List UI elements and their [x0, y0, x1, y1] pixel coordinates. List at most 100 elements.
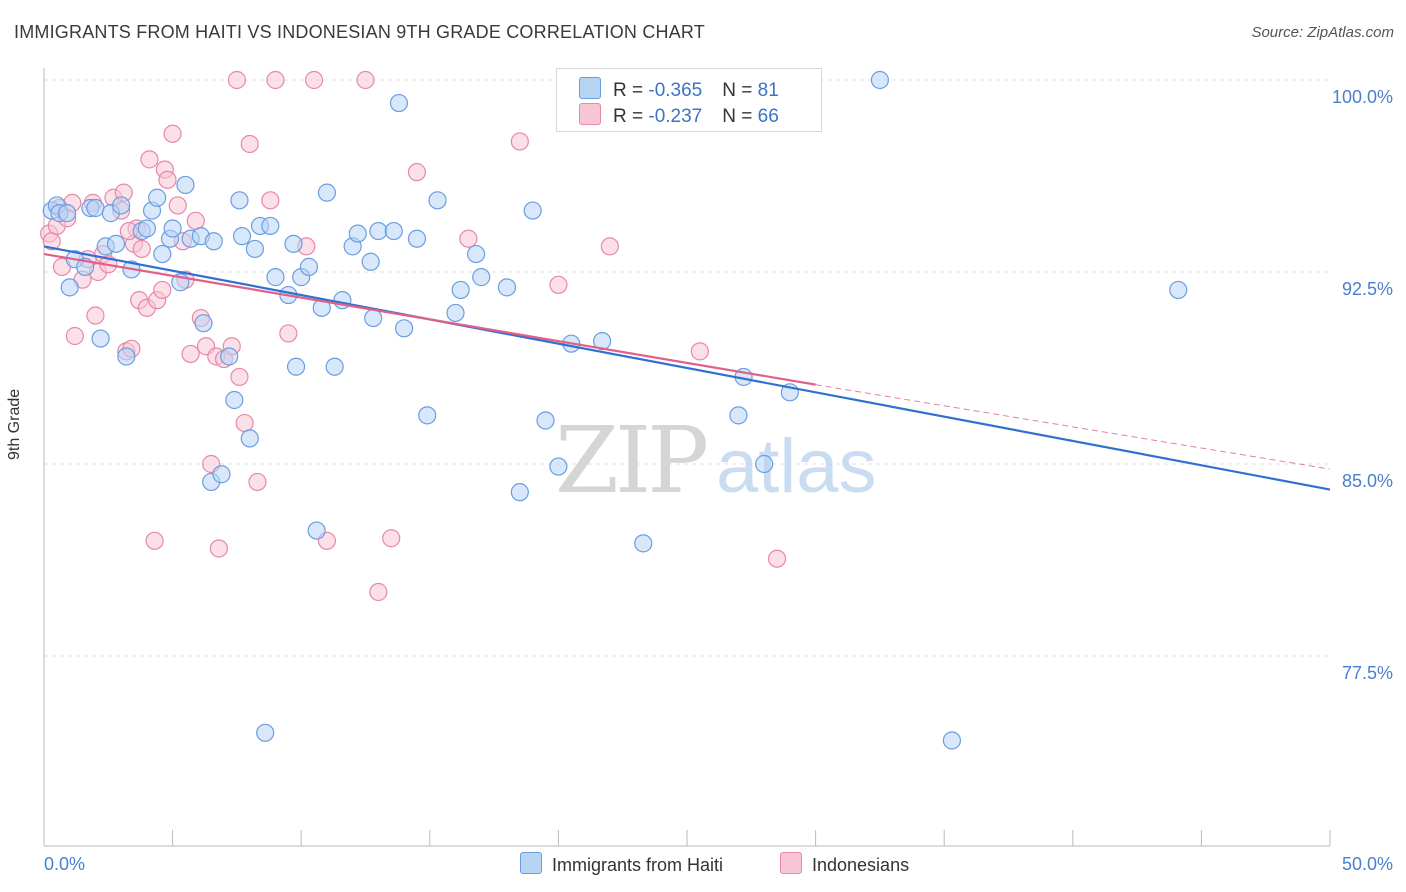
haiti-point	[466, 244, 486, 264]
haiti-point	[497, 278, 517, 297]
x-tick-label: 0.0%	[44, 854, 85, 874]
haiti-point	[325, 357, 344, 376]
haiti-point	[60, 278, 79, 297]
haiti-point	[369, 221, 388, 241]
haiti-point	[58, 204, 77, 223]
indonesians-trend-extension	[815, 384, 1331, 470]
haiti-point	[137, 219, 156, 238]
indonesians-point	[140, 150, 159, 169]
y-tick-label: 100.0%	[1332, 87, 1393, 107]
legend-label: Immigrants from Haiti	[552, 855, 724, 875]
haiti-point	[204, 232, 223, 251]
indonesians-point	[690, 342, 709, 361]
indonesians-point	[356, 70, 375, 90]
haiti-swatch	[520, 852, 542, 874]
haiti-point	[472, 268, 491, 287]
indonesians-point	[600, 237, 619, 256]
y-tick-label: 85.0%	[1342, 471, 1393, 491]
indonesians-point	[369, 582, 388, 602]
haiti-point	[91, 329, 110, 348]
indonesians-point	[153, 280, 172, 300]
haiti-point	[148, 188, 167, 207]
haiti-point	[428, 191, 447, 210]
haiti-point	[394, 319, 414, 338]
haiti-point	[117, 347, 136, 366]
indonesians-point	[230, 367, 249, 387]
indonesians-point	[510, 132, 529, 151]
series-legend: Immigrants from Haiti Indonesians	[0, 852, 1406, 876]
haiti-point	[729, 406, 748, 425]
legend-row-haiti: R = -0.365 N = 81	[579, 77, 779, 101]
indonesians-point	[86, 306, 105, 325]
haiti-point	[510, 483, 529, 502]
legend-r-label: R =	[613, 80, 649, 101]
haiti-point	[176, 175, 195, 195]
axes	[43, 68, 1331, 847]
haiti-point	[634, 534, 653, 553]
indonesians-points	[40, 70, 787, 602]
haiti-point	[364, 308, 383, 328]
haiti-point	[256, 723, 275, 742]
legend-r-value: -0.365	[648, 80, 703, 101]
haiti-point	[299, 257, 319, 276]
haiti-point	[389, 93, 409, 113]
indonesians-swatch	[780, 852, 802, 874]
legend-n-label: N =	[722, 80, 758, 101]
x-tick-label: 50.0%	[1342, 854, 1393, 874]
haiti-point	[230, 191, 249, 210]
indonesians-point	[145, 531, 164, 550]
haiti-point	[418, 406, 437, 425]
haiti-point	[194, 314, 213, 333]
haiti-point	[755, 454, 774, 474]
haiti-point	[220, 347, 239, 366]
y-tick-label: 92.5%	[1342, 279, 1393, 299]
haiti-point	[212, 465, 231, 484]
legend-r-label: R =	[613, 106, 649, 127]
indonesians-point	[235, 413, 254, 433]
haiti-point	[112, 196, 131, 215]
indonesians-point	[459, 229, 478, 248]
trend-lines	[43, 245, 1331, 491]
indonesians-point	[279, 324, 298, 343]
haiti-point	[240, 429, 259, 448]
haiti-point	[451, 280, 470, 300]
haiti-point	[870, 70, 890, 90]
watermark-zip: ZIP	[555, 407, 706, 514]
indonesians-point	[240, 134, 259, 154]
haiti-point	[317, 183, 337, 202]
y-tick-labels: 77.5% 85.0% 92.5% 100.0%	[1332, 87, 1393, 683]
legend-n-value: 81	[757, 80, 779, 101]
indonesians-point	[227, 70, 246, 90]
haiti-trend-line	[43, 245, 1331, 491]
haiti-point	[446, 303, 465, 323]
haiti-point	[286, 357, 306, 376]
legend-item-haiti: Immigrants from Haiti	[520, 852, 723, 876]
stats-legend: R = -0.365 N = 81 R = -0.237 N = 66	[556, 68, 822, 132]
legend-n-value: 66	[757, 106, 779, 127]
haiti-point	[232, 227, 252, 246]
watermark-atlas: atlas	[716, 424, 877, 509]
haiti-point	[942, 731, 962, 750]
indonesians-point	[248, 472, 267, 492]
indonesians-point	[266, 70, 285, 90]
haiti-point	[384, 221, 403, 241]
indonesians-point	[382, 529, 401, 548]
indonesians-point	[158, 170, 177, 189]
haiti-point	[307, 521, 326, 540]
indonesians-point	[549, 275, 568, 294]
haiti-point	[225, 390, 244, 410]
x-tick-labels: 0.0% 50.0%	[44, 854, 1393, 874]
indonesians-point	[209, 539, 228, 558]
legend-item-indonesians: Indonesians	[780, 852, 909, 876]
legend-label: Indonesians	[812, 855, 910, 875]
indonesians-point	[767, 549, 787, 568]
haiti-point	[1169, 280, 1188, 300]
haiti-point	[284, 234, 303, 253]
indonesians-point	[407, 163, 427, 182]
haiti-point	[153, 244, 172, 264]
haiti-point	[86, 198, 105, 218]
legend-r-value: -0.237	[648, 106, 703, 127]
haiti-point	[407, 229, 427, 248]
indonesians-trend-line	[43, 252, 816, 386]
